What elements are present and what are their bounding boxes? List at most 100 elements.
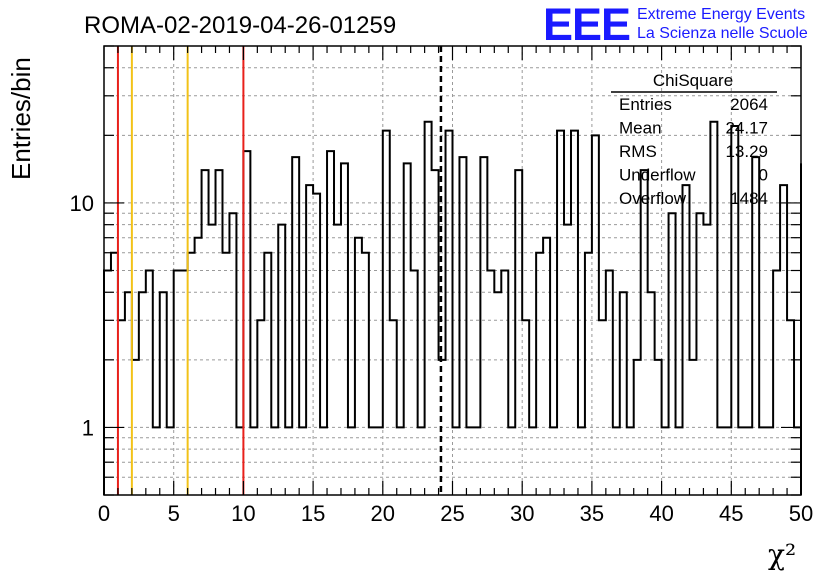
histogram-bin [209,225,216,495]
stats-row-value: 2064 [730,95,768,114]
histogram-bin [271,427,278,495]
stats-row-label: RMS [619,142,657,161]
histogram-bin [292,157,299,495]
histogram-bin [480,157,487,495]
histogram-bin [104,271,111,496]
histogram-bin [655,360,662,495]
histogram-bin [571,131,578,495]
histogram-bin [787,320,794,495]
histogram-bin [229,213,236,495]
histogram-bin [724,427,731,495]
histogram-bin [494,292,501,495]
histogram-bin [425,122,432,495]
histogram-bin [487,271,494,496]
histogram-bin [278,225,285,495]
axis-labels: 0 5 10 15 20 25 30 35 40 45 50 1 10 [70,191,814,526]
stats-box: ChiSquare Entries 2064 Mean 24.17 RMS 13.29 Un… [611,71,777,208]
stats-row-value: 24.17 [725,119,768,138]
histogram-bin [731,126,738,495]
x-tick-label: 20 [371,501,395,526]
histogram-bin [473,427,480,495]
histogram-bin [606,271,613,496]
y-tick-label: 1 [82,415,94,440]
stats-row-label: Overflow [619,189,687,208]
histogram-bin [662,427,669,495]
histogram-bin [557,131,564,495]
histogram-bin [243,151,250,495]
histogram-bin [745,427,752,495]
histogram-bin [167,427,174,495]
histogram-bin [327,151,334,495]
y-tick-label: 10 [70,191,94,216]
reference-lines [116,46,443,495]
histogram-bin [759,427,766,495]
histogram-bin [216,170,223,495]
stats-row-value: 1484 [730,189,768,208]
histogram-bin [522,320,529,495]
histogram-bin [599,320,606,495]
x-tick-label: 40 [649,501,673,526]
histogram-outline [103,120,802,495]
histogram-bin [592,135,599,495]
histogram-bin [334,225,341,495]
x-tick-label: 25 [440,501,464,526]
histogram-bin [585,253,592,495]
histogram-bin [202,170,209,495]
x-tick-label: 15 [301,501,325,526]
histogram-bin [501,271,508,496]
histogram-bin [766,427,773,495]
histogram-series [103,120,802,496]
histogram-bin [390,320,397,495]
stats-rows: Entries 2064 Mean 24.17 RMS 13.29 Underflow 0 Ov… [619,95,768,208]
histogram-bin [118,320,125,495]
histogram-bin [348,427,355,495]
histogram-bin [634,360,641,495]
histogram-bin [299,427,306,495]
stats-row-label: Mean [619,119,662,138]
histogram-bin [529,427,536,495]
eee-logo-line2: La Scienza nelle Scuole [637,25,808,42]
histogram-bin [453,427,460,495]
histogram-bin [146,271,153,496]
histogram-bin [174,271,181,496]
histogram-bin [738,427,745,495]
histogram-bin [111,253,118,495]
histogram-bin [264,253,271,495]
histogram-bin [550,427,557,495]
histogram-bin [578,427,585,495]
histogram-bin [257,320,264,495]
histogram-bin [285,427,292,495]
chart-title: ROMA-02-2019-04-26-01259 [84,12,396,39]
histogram-bin [710,122,717,495]
histogram-bin [181,271,188,496]
histogram-bin [641,170,648,495]
histogram-bin [355,238,362,495]
x-tick-label: 30 [510,501,534,526]
histogram-bin [717,427,724,495]
y-axis-title: Entries/bin [6,57,36,180]
histogram-bin [139,292,146,495]
histogram-bin [613,427,620,495]
stats-row-value: 13.29 [725,142,768,161]
histogram-bin [696,213,703,495]
histogram-bin [689,360,696,495]
histogram-bin [773,271,780,496]
histogram-bin [459,157,466,495]
histogram-bin [543,238,550,495]
histogram-bin [369,427,376,495]
histogram-bin [132,360,139,495]
histogram-bin [564,225,571,495]
histogram-bin [160,292,167,495]
x-tick-label: 5 [168,501,180,526]
histogram-bin [683,185,690,495]
histogram-bin [362,253,369,495]
histogram-bin [780,185,787,495]
histogram-bin [188,253,195,495]
histogram-bin [306,185,313,495]
histogram-bin [404,163,411,495]
stats-row-value: 0 [759,166,768,185]
histogram-bin [125,292,132,495]
x-tick-label: 50 [789,501,813,526]
histogram-bin [222,253,229,495]
